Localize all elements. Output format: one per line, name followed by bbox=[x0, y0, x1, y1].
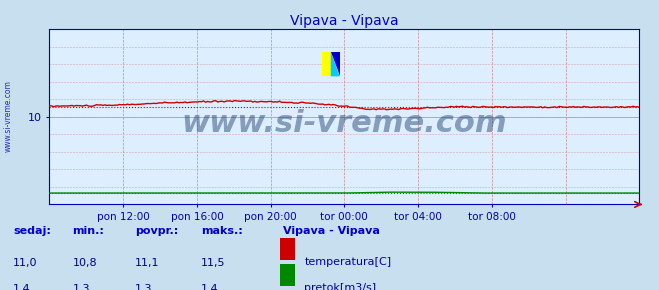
Text: pretok[m3/s]: pretok[m3/s] bbox=[304, 283, 376, 290]
Text: 1,4: 1,4 bbox=[13, 284, 31, 290]
Text: maks.:: maks.: bbox=[201, 226, 243, 236]
Text: www.si-vreme.com: www.si-vreme.com bbox=[181, 109, 507, 138]
Text: sedaj:: sedaj: bbox=[13, 226, 51, 236]
Polygon shape bbox=[331, 52, 339, 76]
Text: 11,0: 11,0 bbox=[13, 258, 38, 268]
Polygon shape bbox=[331, 52, 339, 76]
Bar bbox=[322, 52, 331, 76]
Text: 1,4: 1,4 bbox=[201, 284, 219, 290]
Text: Vipava - Vipava: Vipava - Vipava bbox=[283, 226, 380, 236]
Text: 11,1: 11,1 bbox=[135, 258, 159, 268]
Text: temperatura[C]: temperatura[C] bbox=[304, 257, 391, 267]
Text: 1,3: 1,3 bbox=[72, 284, 90, 290]
Text: 10,8: 10,8 bbox=[72, 258, 97, 268]
Text: 1,3: 1,3 bbox=[135, 284, 153, 290]
Text: www.si-vreme.com: www.si-vreme.com bbox=[3, 80, 13, 152]
Text: min.:: min.: bbox=[72, 226, 104, 236]
Text: povpr.:: povpr.: bbox=[135, 226, 179, 236]
Title: Vipava - Vipava: Vipava - Vipava bbox=[290, 14, 399, 28]
Text: 11,5: 11,5 bbox=[201, 258, 225, 268]
